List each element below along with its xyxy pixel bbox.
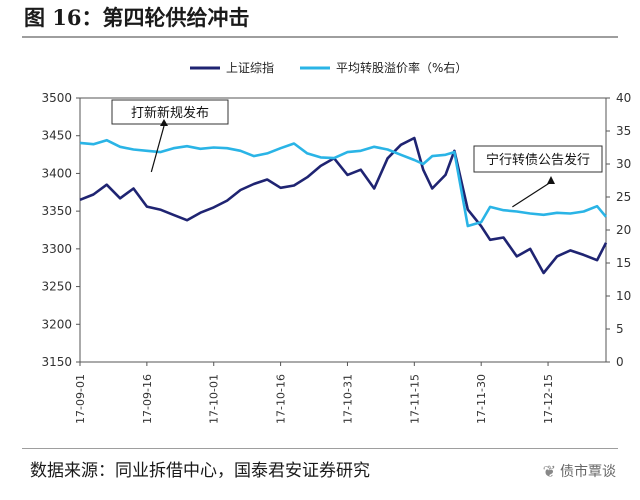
annotation-box — [111, 99, 229, 125]
watermark-text: 债市覃谈 — [560, 464, 616, 480]
x-tick-label: 17-09-01 — [74, 374, 87, 424]
legend-label: 平均转股溢价率（%右） — [336, 60, 467, 75]
x-tick-label: 17-11-30 — [475, 374, 488, 424]
y-right-tick-label: 35 — [616, 124, 631, 138]
line-chart: 3150 3200 3250 3300 3350 3400 3450 3500 0 5 10 15 20… — [41, 60, 631, 424]
y-left-tick-label: 3350 — [41, 204, 72, 218]
x-tick-label: 17-12-15 — [542, 374, 555, 424]
series-line-premium — [79, 138, 607, 228]
title-divider — [22, 36, 618, 38]
x-tick-label: 17-10-16 — [275, 374, 288, 424]
series-line-index — [79, 136, 608, 275]
plot-frame — [79, 97, 607, 363]
legend-label: 上证综指 — [226, 60, 274, 75]
annotation-box — [473, 145, 603, 173]
y-right-tick-label: 40 — [616, 91, 631, 105]
annotation-arrowhead — [160, 119, 168, 126]
y-right-tick-label: 0 — [616, 355, 624, 369]
x-tick-label: 17-10-01 — [208, 374, 221, 424]
y-right-tick-label: 10 — [616, 289, 631, 303]
annotation-label: 宁行转债公告发行 — [486, 152, 590, 168]
y-left-tick-label: 3300 — [41, 242, 72, 256]
annotation-pointer — [512, 181, 552, 208]
y-left-tick-label: 3450 — [41, 129, 72, 143]
x-tick-label: 17-10-31 — [341, 374, 354, 424]
watermark: ❦ 债市覃谈 — [543, 461, 616, 481]
source-note: 数据来源：同业拆借中心，国泰君安证券研究 — [30, 461, 370, 481]
y-left-tick-label: 3500 — [41, 91, 72, 105]
y-right-tick-label: 25 — [616, 190, 631, 204]
y-left-tick-label: 3150 — [41, 355, 72, 369]
source-divider — [22, 448, 618, 449]
x-tick-label: 17-11-15 — [408, 374, 421, 424]
y-left-tick-label: 3250 — [41, 280, 72, 294]
annotation-label: 打新新规发布 — [131, 105, 209, 121]
x-tick-label: 17-09-16 — [141, 374, 154, 424]
annotation-pointer — [150, 125, 165, 173]
figure-title: 图 16：第四轮供给冲击 — [24, 5, 250, 30]
y-right-tick-label: 5 — [616, 322, 624, 336]
y-left-tick-label: 3200 — [41, 317, 72, 331]
annotation-arrowhead — [547, 176, 555, 184]
y-right-tick-label: 30 — [616, 157, 631, 171]
y-right-tick-label: 20 — [616, 223, 631, 237]
y-left-tick-label: 3400 — [41, 166, 72, 180]
y-right-tick-label: 15 — [616, 256, 631, 270]
wechat-icon: ❦ — [542, 461, 556, 481]
